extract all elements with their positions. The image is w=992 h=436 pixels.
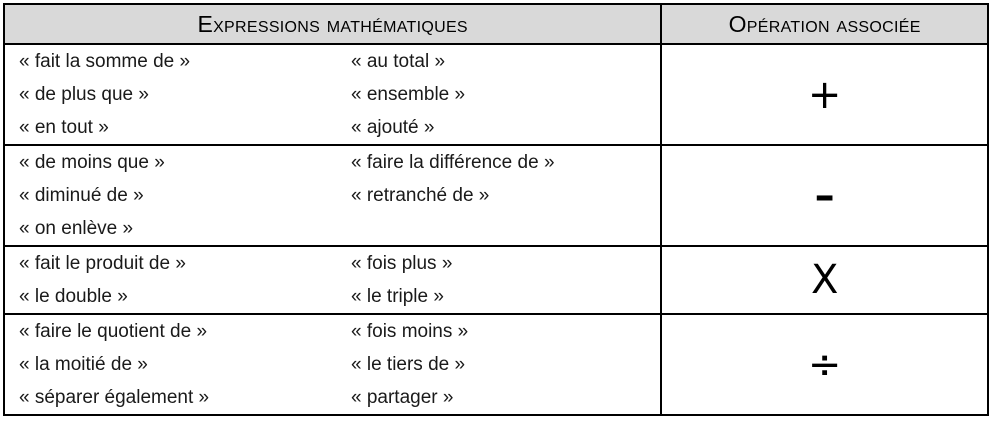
expression-item: « le double » xyxy=(19,286,128,307)
table-header-row: Expressions mathématiques Opération asso… xyxy=(2,3,989,45)
expression-item: « fait la somme de » xyxy=(19,51,191,72)
expression-item: « le tiers de » xyxy=(351,354,466,375)
header-operation: Opération associée xyxy=(660,3,989,45)
expression-item: « au total » xyxy=(351,51,446,72)
math-expressions-table: Expressions mathématiques Opération asso… xyxy=(2,3,989,416)
expression-item: « en tout » xyxy=(19,117,109,138)
expression-item: « le triple » xyxy=(351,286,444,307)
expression-item: « la moitié de » xyxy=(19,354,148,375)
expression-item: « fois moins » xyxy=(351,321,469,342)
expression-item: « fait le produit de » xyxy=(19,253,186,274)
plus-sign-icon: + xyxy=(660,43,989,146)
expressions-cell-addition: « fait la somme de » « au total » « de p… xyxy=(2,43,663,146)
multiplication-sign-icon: X xyxy=(660,245,989,315)
expression-item: « diminué de » xyxy=(19,185,144,206)
expression-item: « fois plus » xyxy=(351,253,453,274)
expressions-cell-multiplication: « fait le produit de » « fois plus » « l… xyxy=(2,245,663,315)
expression-item: « de plus que » xyxy=(19,84,149,105)
expression-item: « faire la différence de » xyxy=(351,152,555,173)
expression-item: « de moins que » xyxy=(19,152,165,173)
math-expressions-table-container: Expressions mathématiques Opération asso… xyxy=(0,3,992,436)
expression-item: « ajouté » xyxy=(351,117,435,138)
header-expressions: Expressions mathématiques xyxy=(2,3,663,45)
minus-sign-icon: – xyxy=(660,144,989,247)
expression-item: « retranché de » xyxy=(351,185,490,206)
table-row: « de moins que » « faire la différence d… xyxy=(2,144,989,247)
expression-item: « séparer également » xyxy=(19,387,210,408)
expression-item: « on enlève » xyxy=(19,218,134,239)
expression-item: « ensemble » xyxy=(351,84,466,105)
division-sign-icon: ÷ xyxy=(660,313,989,416)
expression-item: « partager » xyxy=(351,387,454,408)
table-row: « fait la somme de » « au total » « de p… xyxy=(2,43,989,146)
expressions-cell-division: « faire le quotient de » « fois moins » … xyxy=(2,313,663,416)
expression-item: « faire le quotient de » xyxy=(19,321,208,342)
table-row: « faire le quotient de » « fois moins » … xyxy=(2,313,989,416)
table-row: « fait le produit de » « fois plus » « l… xyxy=(2,245,989,315)
expressions-cell-subtraction: « de moins que » « faire la différence d… xyxy=(2,144,663,247)
